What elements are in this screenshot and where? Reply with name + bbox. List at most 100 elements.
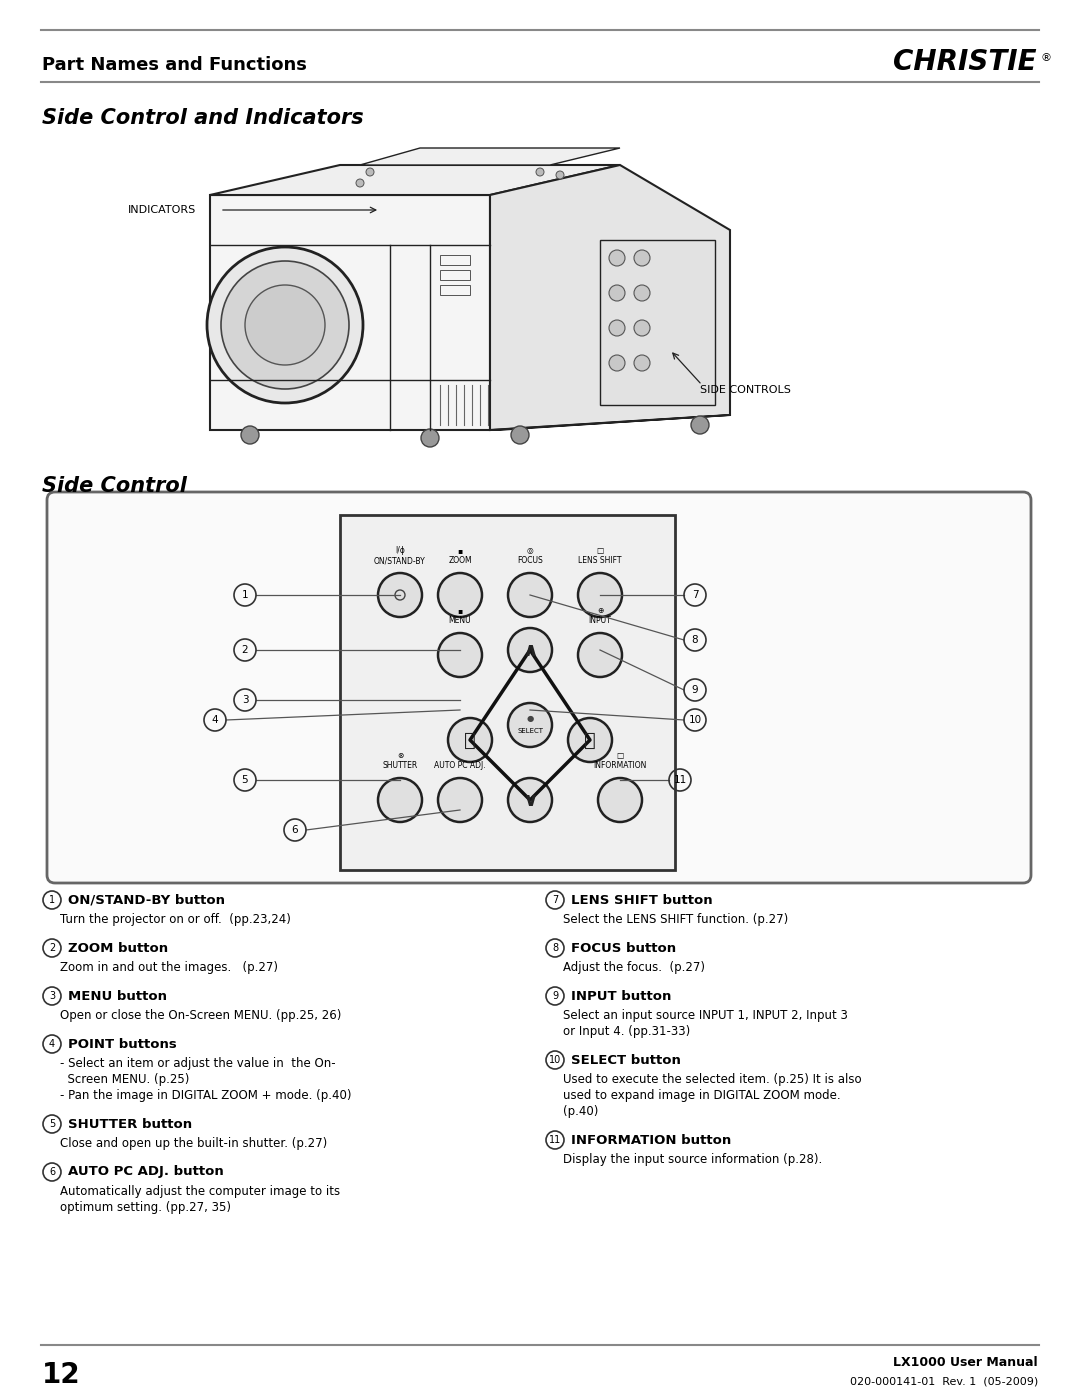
Circle shape: [609, 250, 625, 265]
Polygon shape: [210, 165, 620, 196]
Text: 1: 1: [242, 590, 248, 599]
Text: ▪: ▪: [458, 606, 462, 615]
Text: 1: 1: [49, 895, 55, 905]
Text: Side Control: Side Control: [42, 476, 187, 496]
Text: FOCUS: FOCUS: [517, 556, 543, 564]
Circle shape: [634, 355, 650, 372]
Text: SELECT: SELECT: [517, 728, 543, 733]
Circle shape: [207, 247, 363, 402]
Text: Turn the projector on or off.  (pp.23,24): Turn the projector on or off. (pp.23,24): [60, 914, 291, 926]
Circle shape: [508, 573, 552, 617]
Circle shape: [691, 416, 708, 434]
Circle shape: [448, 718, 492, 761]
Text: Adjust the focus.  (p.27): Adjust the focus. (p.27): [563, 961, 705, 975]
Text: I/ɸ: I/ɸ: [395, 546, 405, 555]
Text: □: □: [617, 752, 623, 760]
Text: ®: ®: [1040, 53, 1051, 63]
Text: 2: 2: [49, 943, 55, 953]
Text: ∧: ∧: [522, 640, 538, 659]
Text: ●: ●: [526, 714, 534, 722]
Circle shape: [438, 573, 482, 617]
Text: INFORMATION: INFORMATION: [593, 761, 647, 770]
Text: SHUTTER: SHUTTER: [382, 761, 418, 770]
Text: ◎: ◎: [527, 546, 534, 555]
Polygon shape: [360, 148, 620, 165]
Circle shape: [609, 285, 625, 300]
Text: Part Names and Functions: Part Names and Functions: [42, 56, 307, 74]
Text: MENU button: MENU button: [68, 989, 167, 1003]
Bar: [440, 256, 470, 265]
Circle shape: [366, 168, 374, 176]
Circle shape: [634, 250, 650, 265]
Circle shape: [511, 426, 529, 444]
Text: ∨: ∨: [522, 791, 538, 809]
Text: ZOOM button: ZOOM button: [68, 942, 168, 954]
Text: 7: 7: [691, 590, 699, 599]
Circle shape: [578, 633, 622, 678]
Text: 8: 8: [552, 943, 558, 953]
Circle shape: [578, 573, 622, 617]
Text: ON/STAND-BY: ON/STAND-BY: [374, 556, 426, 564]
Circle shape: [438, 778, 482, 821]
Text: ▪: ▪: [458, 546, 462, 555]
Text: 4: 4: [49, 1039, 55, 1049]
Text: 11: 11: [673, 775, 687, 785]
Text: Side Control and Indicators: Side Control and Indicators: [42, 108, 364, 129]
Circle shape: [221, 261, 349, 388]
Circle shape: [634, 285, 650, 300]
Text: 5: 5: [242, 775, 248, 785]
Text: LX1000 User Manual: LX1000 User Manual: [893, 1356, 1038, 1369]
Text: Automatically adjust the computer image to its: Automatically adjust the computer image …: [60, 1186, 340, 1199]
Text: CHRISTIE: CHRISTIE: [893, 47, 1037, 75]
Text: 7: 7: [552, 895, 558, 905]
Text: - Pan the image in DIGITAL ZOOM + mode. (p.40): - Pan the image in DIGITAL ZOOM + mode. …: [60, 1090, 351, 1102]
Text: or Input 4. (pp.31-33): or Input 4. (pp.31-33): [563, 1025, 690, 1038]
Circle shape: [609, 320, 625, 337]
Circle shape: [568, 718, 612, 761]
Text: INPUT: INPUT: [589, 616, 611, 624]
Text: ⊗: ⊗: [396, 752, 403, 760]
Circle shape: [378, 778, 422, 821]
Circle shape: [508, 778, 552, 821]
FancyBboxPatch shape: [48, 492, 1031, 883]
Circle shape: [421, 429, 438, 447]
Text: Used to execute the selected item. (p.25) It is also: Used to execute the selected item. (p.25…: [563, 1073, 862, 1087]
Bar: [600, 240, 715, 405]
Circle shape: [598, 778, 642, 821]
Circle shape: [438, 633, 482, 678]
Text: ON/STAND-BY button: ON/STAND-BY button: [68, 894, 225, 907]
Text: INFORMATION button: INFORMATION button: [571, 1133, 731, 1147]
Circle shape: [536, 168, 544, 176]
Text: Select the LENS SHIFT function. (p.27): Select the LENS SHIFT function. (p.27): [563, 914, 788, 926]
Text: Close and open up the built-in shutter. (p.27): Close and open up the built-in shutter. …: [60, 1137, 327, 1151]
Polygon shape: [210, 196, 490, 430]
Text: 11: 11: [549, 1134, 562, 1146]
Text: Display the input source information (p.28).: Display the input source information (p.…: [563, 1154, 822, 1166]
Text: LENS SHIFT: LENS SHIFT: [578, 556, 622, 564]
Text: ⊕: ⊕: [597, 606, 604, 615]
Text: 020-000141-01  Rev. 1  (05-2009): 020-000141-01 Rev. 1 (05-2009): [850, 1376, 1038, 1386]
Circle shape: [245, 285, 325, 365]
Circle shape: [508, 629, 552, 672]
Text: Screen MENU. (p.25): Screen MENU. (p.25): [60, 1073, 189, 1087]
Text: 〈: 〈: [464, 731, 476, 750]
Text: 9: 9: [552, 990, 558, 1002]
Text: 〉: 〉: [584, 731, 596, 750]
Text: 9: 9: [691, 685, 699, 694]
Circle shape: [634, 320, 650, 337]
Text: optimum setting. (pp.27, 35): optimum setting. (pp.27, 35): [60, 1201, 231, 1214]
Bar: [340, 515, 675, 870]
Text: ZOOM: ZOOM: [448, 556, 472, 564]
Text: used to expand image in DIGITAL ZOOM mode.: used to expand image in DIGITAL ZOOM mod…: [563, 1090, 840, 1102]
Text: 3: 3: [242, 694, 248, 705]
Circle shape: [508, 703, 552, 747]
Polygon shape: [210, 415, 730, 430]
Text: □: □: [596, 546, 604, 555]
Text: AUTO PC ADJ. button: AUTO PC ADJ. button: [68, 1165, 224, 1179]
Text: 6: 6: [49, 1166, 55, 1178]
Text: 6: 6: [292, 826, 298, 835]
Text: Zoom in and out the images.   (p.27): Zoom in and out the images. (p.27): [60, 961, 278, 975]
Text: 12: 12: [42, 1361, 81, 1389]
Circle shape: [241, 426, 259, 444]
Circle shape: [356, 179, 364, 187]
